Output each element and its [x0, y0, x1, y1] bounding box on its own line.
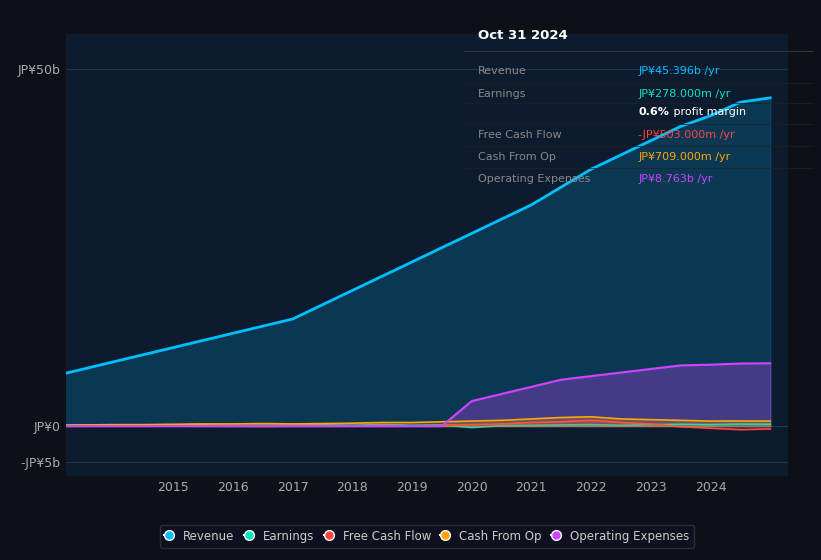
Text: Free Cash Flow: Free Cash Flow	[478, 130, 562, 139]
Legend: Revenue, Earnings, Free Cash Flow, Cash From Op, Operating Expenses: Revenue, Earnings, Free Cash Flow, Cash …	[159, 525, 695, 548]
Text: JP¥278.000m /yr: JP¥278.000m /yr	[639, 88, 731, 99]
Text: Revenue: Revenue	[478, 67, 526, 77]
Text: JP¥8.763b /yr: JP¥8.763b /yr	[639, 174, 713, 184]
Text: Oct 31 2024: Oct 31 2024	[478, 29, 567, 42]
Text: 0.6%: 0.6%	[639, 108, 669, 118]
Text: -JP¥503.000m /yr: -JP¥503.000m /yr	[639, 130, 735, 139]
Text: Cash From Op: Cash From Op	[478, 152, 556, 162]
Text: JP¥709.000m /yr: JP¥709.000m /yr	[639, 152, 731, 162]
Text: Operating Expenses: Operating Expenses	[478, 174, 590, 184]
Text: profit margin: profit margin	[670, 108, 745, 118]
Text: Earnings: Earnings	[478, 88, 526, 99]
Text: JP¥45.396b /yr: JP¥45.396b /yr	[639, 67, 720, 77]
